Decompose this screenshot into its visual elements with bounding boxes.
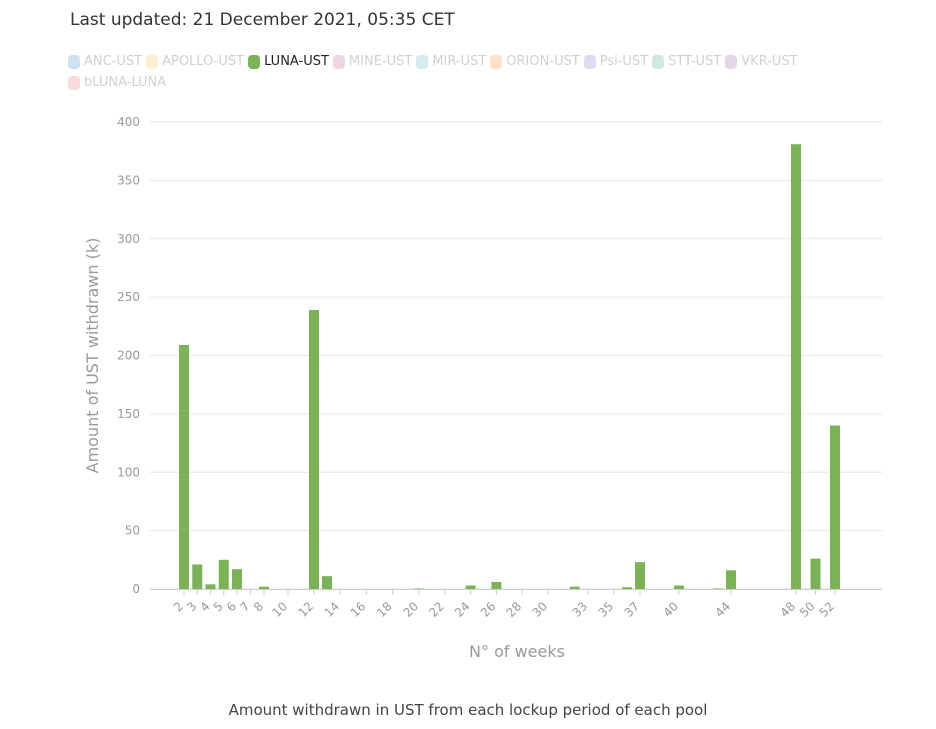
legend-item-luna-ust[interactable]: LUNA-UST [248, 53, 329, 70]
y-tick-label: 100 [117, 465, 140, 479]
legend-item-bluna-luna[interactable]: bLUNA-LUNA [68, 74, 166, 91]
legend-item-vkr-ust[interactable]: VKR-UST [725, 53, 798, 70]
legend-swatch [146, 54, 159, 69]
bar-week-43[interactable] [713, 588, 723, 589]
x-tick-label: 40 [660, 599, 681, 620]
x-tick-label: 6 [224, 599, 239, 614]
x-tick-label: 20 [400, 599, 421, 620]
legend-swatch [725, 54, 738, 69]
y-tick-label: 150 [117, 407, 140, 421]
bar-week-3[interactable] [192, 564, 203, 589]
legend-item-orion-ust[interactable]: ORION-UST [490, 53, 580, 70]
legend-swatch [583, 54, 596, 69]
y-tick-label: 300 [117, 232, 140, 246]
x-tick-label: 12 [295, 599, 316, 620]
x-tick-label: 16 [348, 599, 369, 620]
bar-week-4[interactable] [205, 584, 216, 589]
legend-item-apollo-ust[interactable]: APOLLO-UST [146, 53, 244, 70]
legend-label: ANC-UST [84, 54, 143, 69]
bar-week-44[interactable] [726, 570, 736, 589]
x-tick-label: 3 [184, 599, 199, 614]
x-tick-label: 24 [452, 599, 473, 620]
chart-legend: ANC-UST APOLLO-UST LUNA-UST MINE-UST MIR-UST… [68, 53, 828, 91]
bar-week-36[interactable] [622, 587, 632, 589]
y-tick-label: 250 [117, 290, 140, 304]
bar-week-26[interactable] [491, 581, 502, 589]
bar-week-12[interactable] [309, 309, 319, 589]
legend-label: ORION-UST [506, 54, 580, 69]
bar-week-6[interactable] [232, 569, 242, 589]
y-tick-label: 50 [125, 524, 140, 538]
legend-label: MIR-UST [432, 54, 487, 69]
bar-week-8[interactable] [259, 586, 269, 589]
bar-week-20[interactable] [414, 588, 424, 589]
x-tick-label: 10 [269, 599, 290, 620]
last-updated-text: Last updated: 21 December 2021, 05:35 CE… [70, 10, 455, 30]
legend-item-mine-ust[interactable]: MINE-UST [332, 53, 413, 70]
x-tick-label: 18 [374, 599, 395, 620]
x-tick-label: 5 [211, 599, 226, 614]
x-tick-label: 37 [621, 599, 642, 620]
x-tick-label: 50 [797, 599, 818, 620]
bar-week-50[interactable] [810, 558, 821, 589]
y-tick-label: 350 [117, 173, 140, 187]
x-tick-label: 48 [777, 599, 798, 620]
y-tick-label: 400 [117, 115, 140, 129]
legend-swatch [332, 54, 345, 69]
legend-swatch [68, 54, 80, 69]
legend-label: VKR-UST [741, 54, 798, 69]
legend-swatch [248, 54, 261, 69]
x-tick-label: 22 [426, 599, 447, 620]
legend-swatch [652, 54, 665, 69]
y-tick-label: 0 [132, 582, 140, 596]
y-axis-title: Amount of UST withdrawn (k) [83, 238, 102, 474]
x-tick-label: 28 [504, 599, 525, 620]
y-tick-label: 200 [117, 349, 140, 363]
bar-week-24[interactable] [465, 585, 476, 589]
bar-week-5[interactable] [218, 559, 229, 589]
x-tick-label: 33 [569, 599, 590, 620]
bar-week-37[interactable] [635, 562, 645, 589]
x-tick-label: 52 [816, 599, 837, 620]
legend-item-stt-ust[interactable]: STT-UST [652, 53, 721, 70]
x-tick-label: 8 [251, 599, 266, 614]
bar-week-32[interactable] [569, 586, 580, 589]
legend-item-mir-ust[interactable]: MIR-UST [416, 53, 486, 70]
x-tick-label: 14 [321, 599, 342, 620]
chart-caption: Amount withdrawn in UST from each lockup… [228, 701, 708, 719]
legend-item-psi-ust[interactable]: Psi-UST [583, 53, 649, 70]
bar-week-48[interactable] [791, 144, 801, 589]
legend-swatch [416, 54, 429, 69]
x-tick-label: 44 [712, 599, 733, 620]
legend-label: STT-UST [668, 54, 722, 69]
x-tick-label: 35 [595, 599, 616, 620]
bar-week-13[interactable] [322, 576, 332, 589]
legend-label: MINE-UST [348, 54, 413, 69]
legend-label: LUNA-UST [264, 54, 329, 69]
bar-week-52[interactable] [830, 425, 840, 589]
bar-week-40[interactable] [674, 585, 684, 589]
x-axis-title: N° of weeks [469, 642, 565, 661]
legend-item-anc-ust[interactable]: ANC-UST [68, 53, 142, 70]
bar-week-2[interactable] [179, 344, 189, 589]
legend-label: Psi-UST [599, 54, 649, 69]
x-tick-label: 2 [171, 599, 186, 614]
x-tick-label: 26 [478, 599, 499, 620]
legend-label: bLUNA-LUNA [84, 75, 167, 90]
legend-swatch [490, 54, 503, 69]
legend-swatch [68, 75, 80, 90]
x-tick-label: 4 [197, 599, 212, 614]
x-tick-label: 30 [529, 599, 550, 620]
x-tick-label: 7 [237, 599, 252, 614]
legend-label: APOLLO-UST [162, 54, 245, 69]
